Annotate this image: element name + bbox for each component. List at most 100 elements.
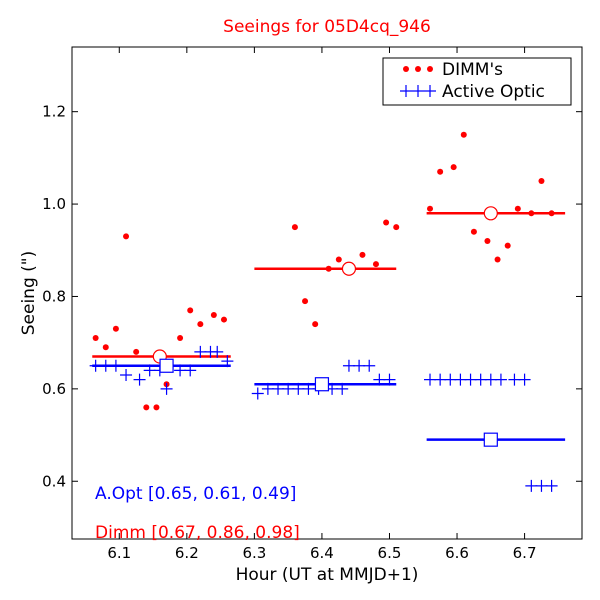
y-tick-label: 0.8 [42,287,66,305]
active-optic-point [342,359,355,372]
dimm-point [92,335,99,342]
active-optic-point [484,373,497,386]
dimm-point [102,344,109,351]
active-optic-point [545,479,558,492]
active-optic-point [211,345,224,358]
y-tick-label: 0.6 [42,380,66,398]
dimm-point [325,265,332,272]
dimm-point [538,177,545,184]
active-optic-point [143,364,156,377]
legend-active-optic-label: Active Optic [442,82,545,102]
dimm-point [470,228,477,235]
x-tick-label: 6.5 [378,544,402,562]
dimm-point [220,316,227,323]
active-optic-point [109,359,122,372]
x-tick-label: 6.1 [107,544,131,562]
x-axis: 6.1 6.2 6.3 6.4 6.5 6.6 6.7 [107,47,537,562]
active-optic-point [282,382,295,395]
active-optic-point [383,373,396,386]
dimm-point [302,298,309,305]
active-optic-point [353,359,366,372]
plot-area [89,131,566,492]
dimm-point [460,131,467,138]
x-tick-label: 6.3 [242,544,266,562]
dimm-point [548,210,555,217]
chart-title: Seeings for 05D4cq_946 [223,17,431,37]
plot-frame [71,46,583,540]
active-optic-median-marker [159,358,174,373]
dimm-point [484,238,491,245]
active-optic-point [251,387,264,400]
dimm-point [514,205,521,212]
active-optic-point [120,369,133,381]
active-optic-point [535,479,548,492]
dimm-point [143,404,150,411]
dimm-point [383,219,390,226]
x-tick-label: 6.4 [310,544,334,562]
active-optic-point [272,382,285,395]
dimm-point [494,256,501,263]
y-axis-label: Seeing (") [19,251,39,336]
y-tick-label: 1.0 [42,195,66,213]
legend-dimm-marker [403,66,433,72]
dimm-point [123,233,130,240]
active-optic-point [434,373,447,386]
dimm-point [197,321,204,328]
active-optic-point [373,373,386,386]
dimm-point [312,321,319,328]
dimm-point [504,242,511,249]
active-optic-point [292,382,305,395]
active-optic-point [160,382,173,395]
legend-active-optic-marker [400,85,436,97]
x-tick-label: 6.2 [175,544,199,562]
y-tick-label: 0.4 [42,472,66,490]
active-optic-point [508,373,521,386]
active-optic-point [424,373,437,386]
dimm-point [450,164,457,171]
active-optic-point [261,382,274,395]
dimm-median-marker [341,261,357,276]
x-axis-label: Hour (UT at MMJD+1) [236,565,419,585]
active-optic-point [336,382,349,395]
active-optic-point [474,373,487,386]
legend-box [382,57,572,106]
dimm-point [427,205,434,212]
active-optic-point [184,364,197,377]
active-optic-point [363,359,376,372]
dimm-point [528,210,535,217]
active-optic-point [444,373,457,386]
dimm-point [437,168,444,175]
dimm-point [291,224,298,231]
active-optic-point [89,359,102,372]
dimm-point [187,307,194,314]
y-tick-label: 1.2 [42,103,66,121]
active-optic-point [454,373,467,386]
active-optic-point [464,373,477,386]
dimm-point [153,404,160,411]
dimm-point [393,224,400,231]
dimm-point [210,311,217,318]
active-optic-median-marker [483,432,498,447]
legend-dimm-label: DIMM's [442,60,503,80]
dimm-point [359,251,366,258]
dimm-point [372,261,379,268]
x-tick-label: 6.7 [513,544,537,562]
active-optic-point [494,373,507,386]
active-optic-point [174,364,187,377]
dimm-point [112,325,119,332]
x-tick-label: 6.6 [445,544,469,562]
active-optic-point [525,479,538,492]
active-optic-point [99,359,112,372]
annotation-dimm: Dimm [0.67, 0.86, 0.98] [95,523,300,543]
legend: DIMM's Active Optic [382,57,572,106]
dimm-point [335,256,342,263]
dimm-point [133,348,140,355]
active-optic-point [133,373,146,386]
y-axis: 0.4 0.6 0.8 1.0 1.2 [42,103,582,490]
active-optic-point [194,345,207,358]
annotation-active-optic: A.Opt [0.65, 0.61, 0.49] [95,484,296,504]
active-optic-point [302,382,315,395]
active-optic-point [221,355,234,368]
active-optic-median-marker [314,377,330,392]
